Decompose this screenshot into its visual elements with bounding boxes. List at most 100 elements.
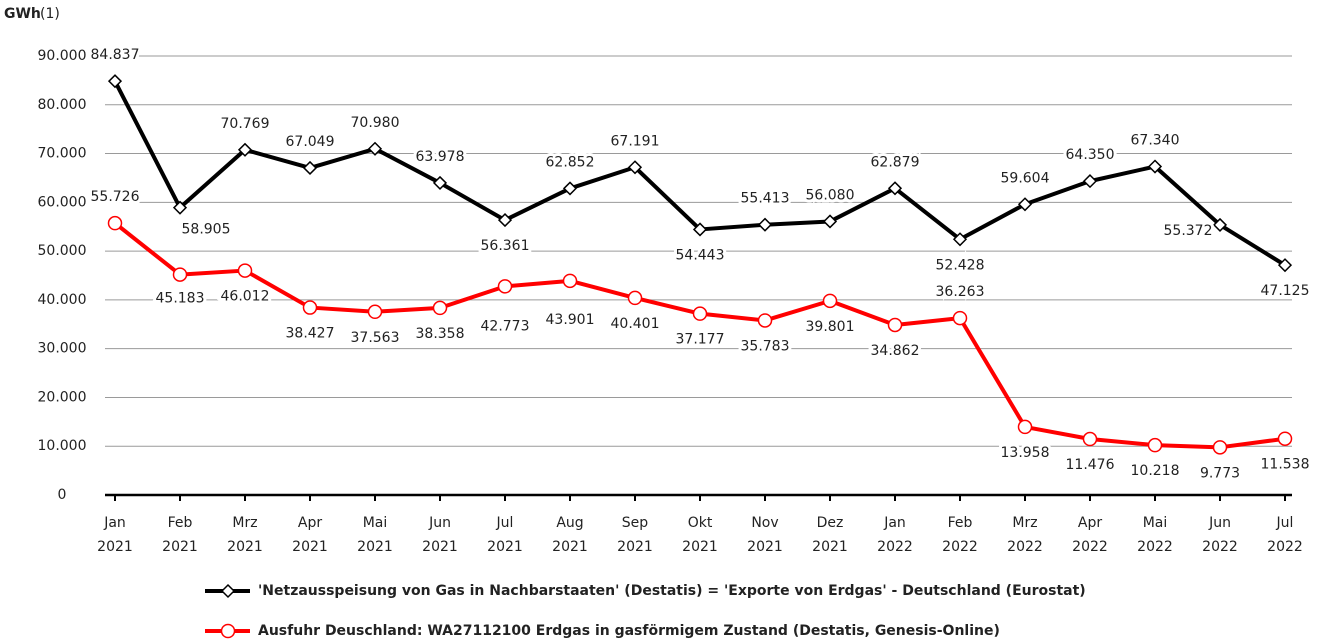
data-label: 42.773 <box>481 318 530 334</box>
marker <box>822 214 838 229</box>
x-tick-label-line: 2021 <box>422 539 458 555</box>
x-tick-label-line: Jul <box>496 515 514 531</box>
data-label: 54.443 <box>676 247 725 263</box>
marker <box>1277 431 1293 446</box>
data-label: 55.726 <box>91 189 140 205</box>
marker <box>367 141 383 156</box>
data-label: 43.901 <box>546 312 595 328</box>
x-tick-label-line: 2022 <box>1072 539 1108 555</box>
marker <box>627 160 643 175</box>
y-tick-label: 80.000 <box>38 97 87 113</box>
data-label: 59.604 <box>1001 170 1050 186</box>
x-tick-label-line: 2022 <box>1267 539 1303 555</box>
x-tick-label-line: 2021 <box>162 539 198 555</box>
data-label: 70.769 <box>221 116 270 132</box>
x-tick-label-line: 2021 <box>747 539 783 555</box>
x-tick-label: Mai 2022 <box>1137 515 1173 555</box>
x-tick-label-line: Sep <box>622 515 649 531</box>
marker <box>107 215 123 231</box>
x-tick-label: Sep 2021 <box>617 515 653 555</box>
x-tick-label-line: Jul <box>1276 515 1294 531</box>
x-tick-label: Jan 2022 <box>877 515 913 555</box>
data-label: 70.980 <box>351 115 400 131</box>
y-tick-label: 0 <box>58 487 67 503</box>
x-tick-label-line: 2021 <box>487 539 523 555</box>
y-tick-label: 30.000 <box>38 341 87 357</box>
x-tick-label: Jun 2021 <box>422 515 458 555</box>
y-tick-label: 10.000 <box>38 438 87 454</box>
data-label: 36.263 <box>936 284 985 300</box>
marker <box>1017 197 1033 212</box>
x-tick-label-line: Feb <box>168 515 193 531</box>
x-tick-label: Mrz 2021 <box>227 515 263 555</box>
marker <box>627 290 643 306</box>
x-tick-label: Aug 2021 <box>552 515 588 555</box>
marker <box>562 181 578 196</box>
data-label: 13.958 <box>1001 445 1050 461</box>
marker <box>367 304 383 320</box>
x-tick-label-line: Nov <box>751 515 778 531</box>
legend-marker <box>220 583 236 599</box>
data-label: 62.852 <box>546 154 595 170</box>
data-label: 37.563 <box>351 330 400 346</box>
data-label: 84.837 <box>91 47 140 63</box>
x-tick-label-line: Jan <box>883 515 906 531</box>
data-label: 56.080 <box>806 187 855 203</box>
marker <box>952 310 968 326</box>
data-label: 34.862 <box>871 343 920 359</box>
y-tick-label: 90.000 <box>38 48 87 64</box>
marker <box>757 217 773 232</box>
x-tick-label: Mrz 2022 <box>1007 515 1043 555</box>
marker <box>432 300 448 316</box>
x-tick-label-line: Jun <box>428 515 451 531</box>
x-tick-label: Jan 2021 <box>97 515 133 555</box>
data-label: 10.218 <box>1131 463 1180 479</box>
marker <box>497 213 513 228</box>
marker <box>1277 258 1293 273</box>
x-tick-label-line: Dez <box>817 515 844 531</box>
x-tick-label-line: 2021 <box>812 539 848 555</box>
data-label: 62.879 <box>871 154 920 170</box>
x-tick-label-line: 2022 <box>1007 539 1043 555</box>
x-tick-label: Feb 2021 <box>162 515 198 555</box>
marker <box>1017 419 1033 435</box>
x-tick-label-line: Mai <box>363 515 388 531</box>
x-tick-label: Dez 2021 <box>812 515 848 555</box>
data-label: 38.358 <box>416 326 465 342</box>
marker <box>757 313 773 328</box>
x-tick-label: Feb 2022 <box>942 515 978 555</box>
data-label: 63.978 <box>416 149 465 165</box>
x-tick-label-line: Jan <box>103 515 126 531</box>
data-label: 55.372 <box>1164 223 1213 239</box>
marker <box>302 160 318 176</box>
x-tick-label-line: 2021 <box>617 539 653 555</box>
marker <box>822 293 838 309</box>
x-tick-label: Jun 2022 <box>1202 515 1238 555</box>
data-label: 39.801 <box>806 319 855 335</box>
data-label: 67.049 <box>286 134 335 150</box>
data-label: 46.012 <box>221 289 270 305</box>
data-label: 40.401 <box>611 316 660 332</box>
data-label: 45.183 <box>156 291 205 307</box>
marker <box>172 200 188 215</box>
marker <box>692 222 708 237</box>
x-tick-label-line: 2022 <box>1202 539 1238 555</box>
marker <box>237 142 253 157</box>
x-tick-label: Mai 2021 <box>357 515 393 555</box>
x-tick-label: Okt 2021 <box>682 515 718 555</box>
x-tick-label-line: 2021 <box>97 539 133 555</box>
data-label: 11.476 <box>1066 457 1115 473</box>
x-tick-label: Nov 2021 <box>747 515 783 555</box>
marker <box>1212 217 1228 232</box>
marker <box>1147 159 1163 174</box>
marker <box>692 306 708 321</box>
marker <box>887 181 903 196</box>
marker <box>237 263 253 278</box>
marker <box>562 273 578 289</box>
x-tick-label-line: Okt <box>688 515 713 531</box>
y-tick-label: 20.000 <box>38 389 87 405</box>
data-label: 11.538 <box>1261 457 1310 473</box>
x-tick-label-line: 2022 <box>1137 539 1173 555</box>
y-tick-label: 70.000 <box>38 146 87 162</box>
data-label: 38.427 <box>286 326 335 342</box>
